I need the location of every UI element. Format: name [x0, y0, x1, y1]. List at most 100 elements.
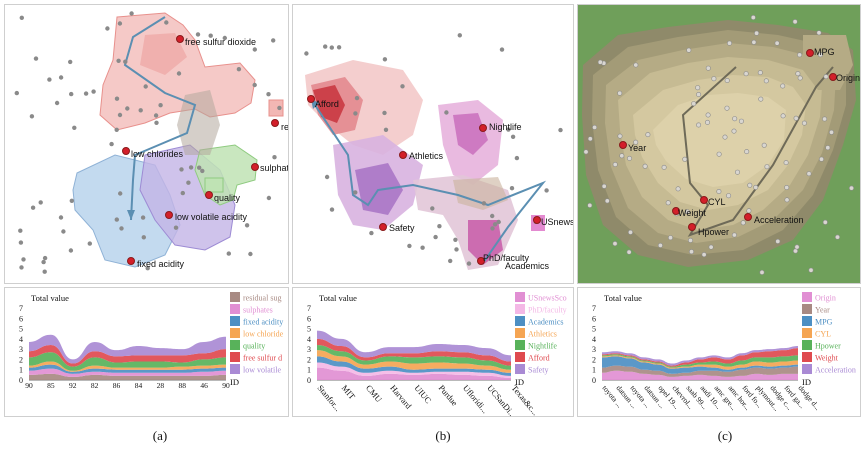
stream-layer[interactable] — [602, 355, 798, 370]
stream-layer[interactable] — [602, 370, 798, 380]
map-c-svg[interactable]: MPG Origin Year CYL Weight Hpower Accele… — [578, 5, 860, 283]
scatter-point — [780, 83, 786, 89]
anchor-nightlife[interactable] — [479, 124, 487, 132]
scatter-point — [735, 169, 741, 175]
map-b-svg[interactable]: Afford Nightlife Athletics Safety USnews… — [293, 5, 573, 283]
scatter-point — [774, 40, 780, 46]
legend-label: fixed acidity — [243, 318, 283, 327]
legend-swatch — [515, 352, 525, 362]
anchor-quality[interactable] — [205, 191, 213, 199]
anchor-safety[interactable] — [379, 223, 387, 231]
arrow-a — [127, 210, 135, 220]
anchor-low-chlorides[interactable] — [122, 147, 130, 155]
label-sulphates: sulphates — [260, 163, 288, 173]
scatter-point — [143, 84, 148, 89]
region-phd — [468, 220, 503, 265]
anchor-res[interactable] — [271, 119, 279, 127]
terrain-l6 — [653, 93, 786, 187]
legend-label: Nightlife — [528, 342, 557, 351]
label-res: res — [281, 122, 288, 132]
y-tick-label: 4 — [592, 335, 596, 344]
scatter-point — [354, 95, 360, 101]
stream-layer[interactable] — [602, 348, 798, 367]
stream-layer[interactable] — [317, 356, 511, 376]
anchor-year[interactable] — [619, 141, 627, 149]
scatter-point — [14, 90, 19, 96]
scatter-point — [195, 32, 201, 37]
scatter-point — [176, 71, 182, 76]
scatter-point — [633, 62, 639, 68]
map-a-svg[interactable]: free sulfur dioxide res low chlorides su… — [5, 5, 288, 283]
scatter-point — [129, 11, 134, 16]
scatter-point — [200, 168, 205, 174]
stream-panel-a[interactable]: Total value 0 1 2 3 4 5 6 7 90 85 92 82 86 84 28 88 46 90 I… — [4, 287, 289, 417]
anchor-sulphates[interactable] — [251, 163, 259, 171]
anchor-fixed-acidity[interactable] — [127, 257, 135, 265]
y-tick-label: 3 — [592, 345, 596, 354]
anchor-weight[interactable] — [672, 207, 680, 215]
caption-c: (c) — [717, 428, 733, 443]
scatter-point — [627, 229, 633, 235]
scatter-point — [558, 127, 563, 133]
stream-layer[interactable] — [317, 330, 511, 362]
anchor-afford[interactable] — [307, 95, 315, 103]
scatter-point — [304, 51, 309, 56]
anchor-origin[interactable] — [829, 73, 837, 81]
x-tick-label: Harvard — [388, 383, 414, 411]
scatter-point — [750, 15, 756, 21]
stream-layer[interactable] — [29, 373, 226, 380]
stream-layer[interactable] — [602, 365, 798, 377]
label-academics: Academics — [505, 261, 550, 271]
stream-panel-b[interactable]: Total value 0 1 2 3 4 5 6 7 Stanfor... MIT CMU Harva… — [292, 287, 574, 417]
anchor-acceleration[interactable] — [744, 213, 752, 221]
scatter-point — [819, 156, 825, 162]
anchor-mpg[interactable] — [806, 49, 814, 57]
anchor-low-volatile-acidity[interactable] — [165, 211, 173, 219]
anchor-hpower[interactable] — [688, 223, 696, 231]
stream-layer[interactable] — [317, 338, 511, 366]
scatter-point — [626, 155, 632, 161]
scatter-point — [490, 226, 495, 231]
anchor-cyl[interactable] — [700, 196, 708, 204]
label-acceleration: Acceleration — [754, 215, 804, 225]
stream-layer[interactable] — [317, 362, 511, 378]
scatter-point — [496, 219, 501, 225]
anchor-usnews[interactable] — [533, 216, 541, 224]
scatter-point — [119, 226, 124, 231]
map-panel-c[interactable]: MPG Origin Year CYL Weight Hpower Accele… — [577, 4, 861, 284]
map-panel-b[interactable]: Afford Nightlife Athletics Safety USnews… — [292, 4, 574, 284]
stream-layer[interactable] — [29, 364, 226, 374]
stream-layer[interactable] — [29, 361, 226, 372]
stream-layer[interactable] — [602, 354, 798, 368]
map-panel-a[interactable]: free sulfur dioxide res low chlorides su… — [4, 4, 289, 284]
legend-label: CYL — [815, 330, 831, 339]
stream-panel-c[interactable]: Total value 0 1 2 3 4 5 6 7 toyota ... datsun ... t… — [577, 287, 861, 417]
scatter-point — [114, 96, 120, 101]
scatter-point — [454, 247, 459, 252]
stream-layer[interactable] — [29, 334, 226, 364]
stream-layer[interactable] — [317, 350, 511, 373]
scatter-point — [114, 217, 120, 222]
stream-layer[interactable] — [602, 356, 798, 374]
y-tick-label: 5 — [592, 325, 596, 334]
scatter-point — [727, 40, 733, 46]
scatter-point — [757, 70, 763, 76]
stream-layer[interactable] — [29, 352, 226, 371]
anchor-free-sulfur-dioxide[interactable] — [176, 35, 184, 43]
stream-layer[interactable] — [317, 367, 511, 380]
scatter-point — [208, 33, 213, 38]
scatter-point — [645, 132, 651, 138]
scatter-point — [226, 251, 231, 256]
trajectory-b — [310, 98, 547, 264]
anchor-phd-faculty[interactable] — [477, 257, 485, 265]
scatter-point — [105, 26, 110, 31]
scatter-point — [544, 188, 549, 193]
scatter-point — [125, 106, 130, 111]
scatter-point — [808, 267, 814, 273]
y-tick-label: 4 — [307, 335, 311, 344]
anchor-athletics[interactable] — [399, 151, 407, 159]
scatter-point — [272, 155, 277, 160]
